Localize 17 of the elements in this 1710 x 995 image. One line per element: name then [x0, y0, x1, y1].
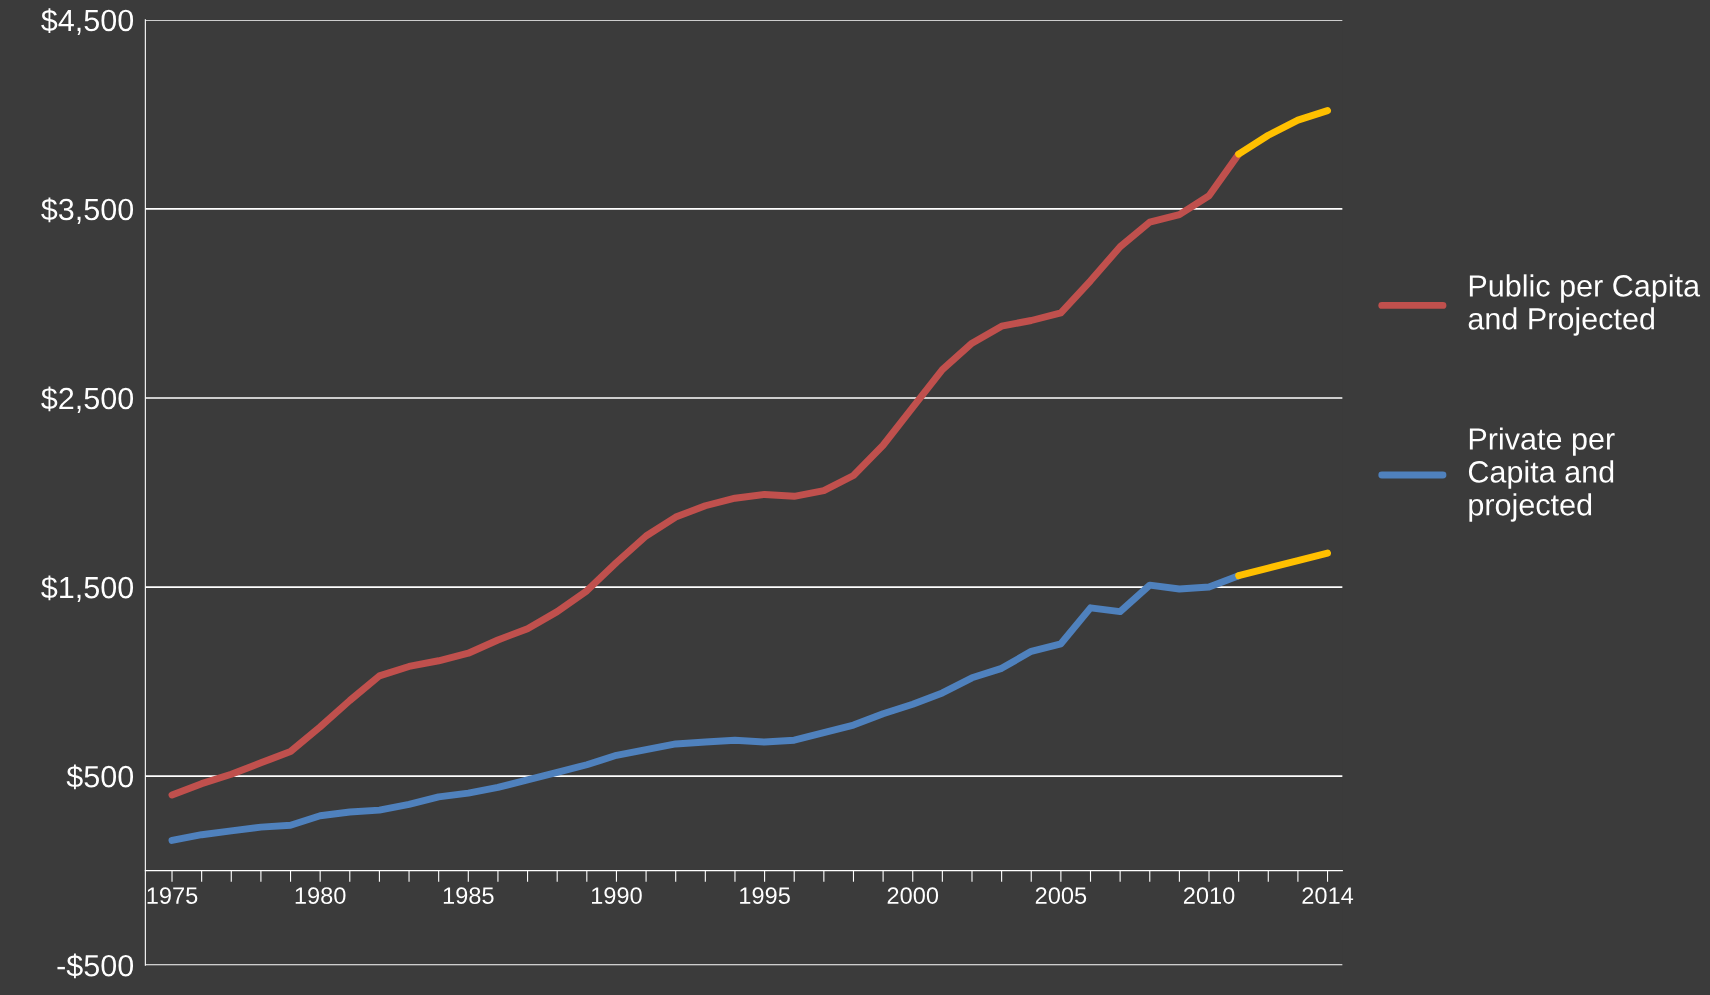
legend-label: Private per Capita and projected [1468, 427, 1615, 522]
y-tick-label: $2,500 [41, 386, 134, 413]
y-tick-label: $500 [66, 764, 134, 790]
x-tick-label: 2010 [1183, 887, 1235, 904]
y-tick-label: $1,500 [41, 575, 134, 603]
x-tick-label: 1975 [147, 887, 198, 904]
x-tick-label: 2005 [1035, 887, 1087, 904]
y-tick-label: $4,500 [41, 8, 134, 35]
x-tick-label: 2014 [1302, 887, 1354, 904]
legend-label: Public per Capita and Projected [1468, 274, 1701, 336]
x-tick-label: 1985 [443, 887, 494, 904]
x-tick-label: 1995 [740, 887, 790, 904]
x-tick-label: 1990 [591, 887, 642, 904]
x-tick-label: 2000 [887, 887, 939, 904]
x-tick-label: 1980 [295, 887, 346, 904]
y-tick-label: $3,500 [41, 197, 134, 224]
y-tick-label: -$500 [57, 953, 134, 979]
